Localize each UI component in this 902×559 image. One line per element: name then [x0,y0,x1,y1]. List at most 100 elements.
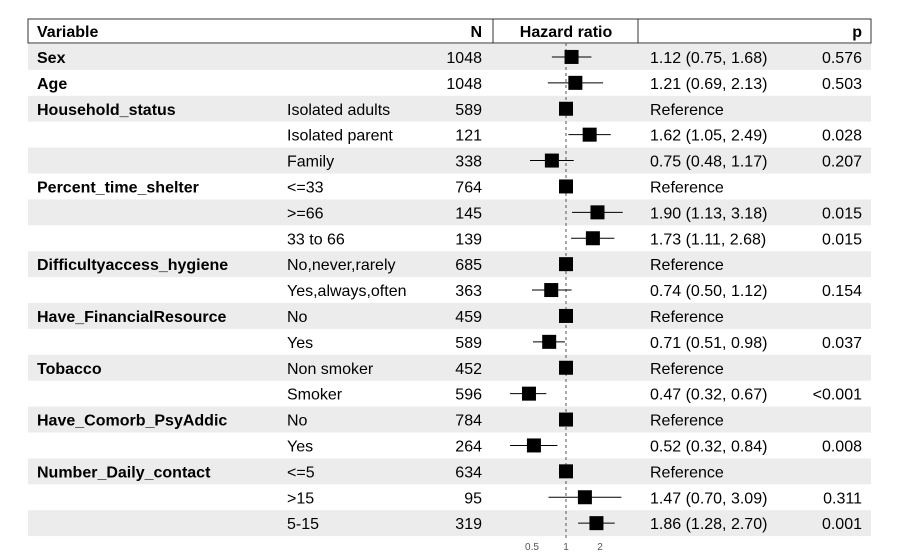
row-estimate: 0.75 (0.48, 1.17) [650,154,767,171]
row-level: 5-15 [287,516,319,533]
x-tick-label: 0.5 [525,542,539,553]
row-n: 589 [455,102,482,119]
row-stripe [28,95,871,122]
row-estimate: Reference [650,257,724,274]
row-level: 33 to 66 [287,231,345,248]
x-axis: 0.5 1 2 [525,542,603,553]
row-variable: Sex [37,50,66,67]
row-n: 784 [455,413,482,430]
hr-marker [559,101,573,116]
table-row: Sex 1048 1.12 (0.75, 1.68) 0.576 [37,50,862,67]
row-n: 338 [455,154,482,171]
row-variable: Age [37,76,67,93]
table-row: Household_status Isolated adults 589 Refere… [37,102,724,119]
row-n: 121 [455,128,482,145]
row-n: 596 [455,387,482,404]
row-level: Family [287,154,334,171]
row-level: Yes [287,335,313,352]
row-variable: Have_Comorb_PsyAddic [37,413,227,430]
hr-marker [559,308,573,323]
row-stripe [28,354,871,381]
row-p: 0.207 [822,154,862,171]
row-p: 0.015 [822,231,862,248]
hr-marker [559,464,573,479]
row-n: 1048 [446,50,482,67]
row-p: 0.503 [822,76,862,93]
row-n: 1048 [446,76,482,93]
row-p: 0.154 [822,283,862,300]
row-n: 452 [455,361,482,378]
row-estimate: 1.90 (1.13, 3.18) [650,205,767,222]
row-level: Yes,always,often [287,283,406,300]
row-estimate: 1.21 (0.69, 2.13) [650,76,767,93]
row-p: 0.576 [822,50,862,67]
row-estimate: 0.74 (0.50, 1.12) [650,283,767,300]
row-level: No [287,413,308,430]
row-level: <=33 [287,179,324,196]
row-estimate: 1.47 (0.70, 3.09) [650,490,767,507]
table-row: >=66 145 1.90 (1.13, 3.18) 0.015 [287,205,862,222]
table-row: Yes 264 0.52 (0.32, 0.84) 0.008 [287,438,862,455]
table-row: Family 338 0.75 (0.48, 1.17) 0.207 [287,154,862,171]
row-n: 264 [455,438,482,455]
row-estimate: Reference [650,413,724,430]
hr-marker [542,334,557,349]
row-variable: Difficultyaccess_hygiene [37,257,228,274]
table-row: Have_FinancialResource No 459 Reference [37,309,724,326]
x-tick-label: 1 [563,542,569,553]
row-variable: Have_FinancialResource [37,309,227,326]
table-row: Tobacco Non smoker 452 Reference [37,361,724,378]
row-estimate: 1.86 (1.28, 2.70) [650,516,767,533]
row-level: Smoker [287,387,343,404]
hr-marker [544,283,559,298]
row-p: 0.001 [822,516,862,533]
hr-marker [559,360,573,375]
table-row: >15 95 1.47 (0.70, 3.09) 0.311 [287,490,862,507]
row-estimate: Reference [650,179,724,196]
row-estimate: 1.73 (1.11, 2.68) [650,231,766,248]
table-row: Age 1048 1.21 (0.69, 2.13) 0.503 [37,76,862,93]
table-row: Smoker 596 0.47 (0.32, 0.67) <0.001 [287,387,862,404]
header-n: N [470,24,482,41]
hr-marker [589,516,604,531]
row-variable: Number_Daily_contact [37,464,211,481]
row-estimate: 0.52 (0.32, 0.84) [650,438,767,455]
hr-marker [559,412,573,427]
row-stripe [28,44,871,70]
row-estimate: 1.12 (0.75, 1.68) [650,50,767,67]
header-frame [27,18,872,44]
row-estimate: 1.62 (1.05, 2.49) [650,128,767,145]
table-row: Yes,always,often 363 0.74 (0.50, 1.12) 0.15… [287,283,862,300]
table-row: Number_Daily_contact <=5 634 Reference [37,464,724,481]
x-tick-label: 2 [597,542,603,553]
row-level: Isolated adults [287,102,390,119]
row-estimate: 0.71 (0.51, 0.98) [650,335,767,352]
row-estimate: Reference [650,361,724,378]
row-estimate: Reference [650,464,724,481]
row-level: >15 [287,490,314,507]
row-stripe [28,458,871,485]
table-row: 33 to 66 139 1.73 (1.11, 2.68) 0.015 [287,231,862,248]
row-stripe [28,147,871,174]
hr-marker [582,127,597,142]
table-header: Variable N Hazard ratio p [27,18,872,44]
row-n: 685 [455,257,482,274]
row-n: 139 [455,231,482,248]
hr-marker [585,231,600,246]
table-rows: Sex 1048 1.12 (0.75, 1.68) 0.576 Age 1048 1.21… [37,50,862,533]
row-stripe [28,406,871,433]
table-row: Have_Comorb_PsyAddic No 784 Reference [37,413,724,430]
table-row: Difficultyaccess_hygiene No,never,rarely 6… [37,257,724,274]
row-n: 363 [455,283,482,300]
row-level: >=66 [287,205,324,222]
table-row: Yes 589 0.71 (0.51, 0.98) 0.037 [287,335,862,352]
row-n: 319 [455,516,482,533]
row-level: No,never,rarely [287,257,396,274]
row-estimate: Reference [650,309,724,326]
row-variable: Percent_time_shelter [37,179,199,196]
row-p: 0.008 [822,438,862,455]
row-variable: Tobacco [37,361,102,378]
hr-marker [568,75,583,90]
plot-marks [510,49,623,531]
